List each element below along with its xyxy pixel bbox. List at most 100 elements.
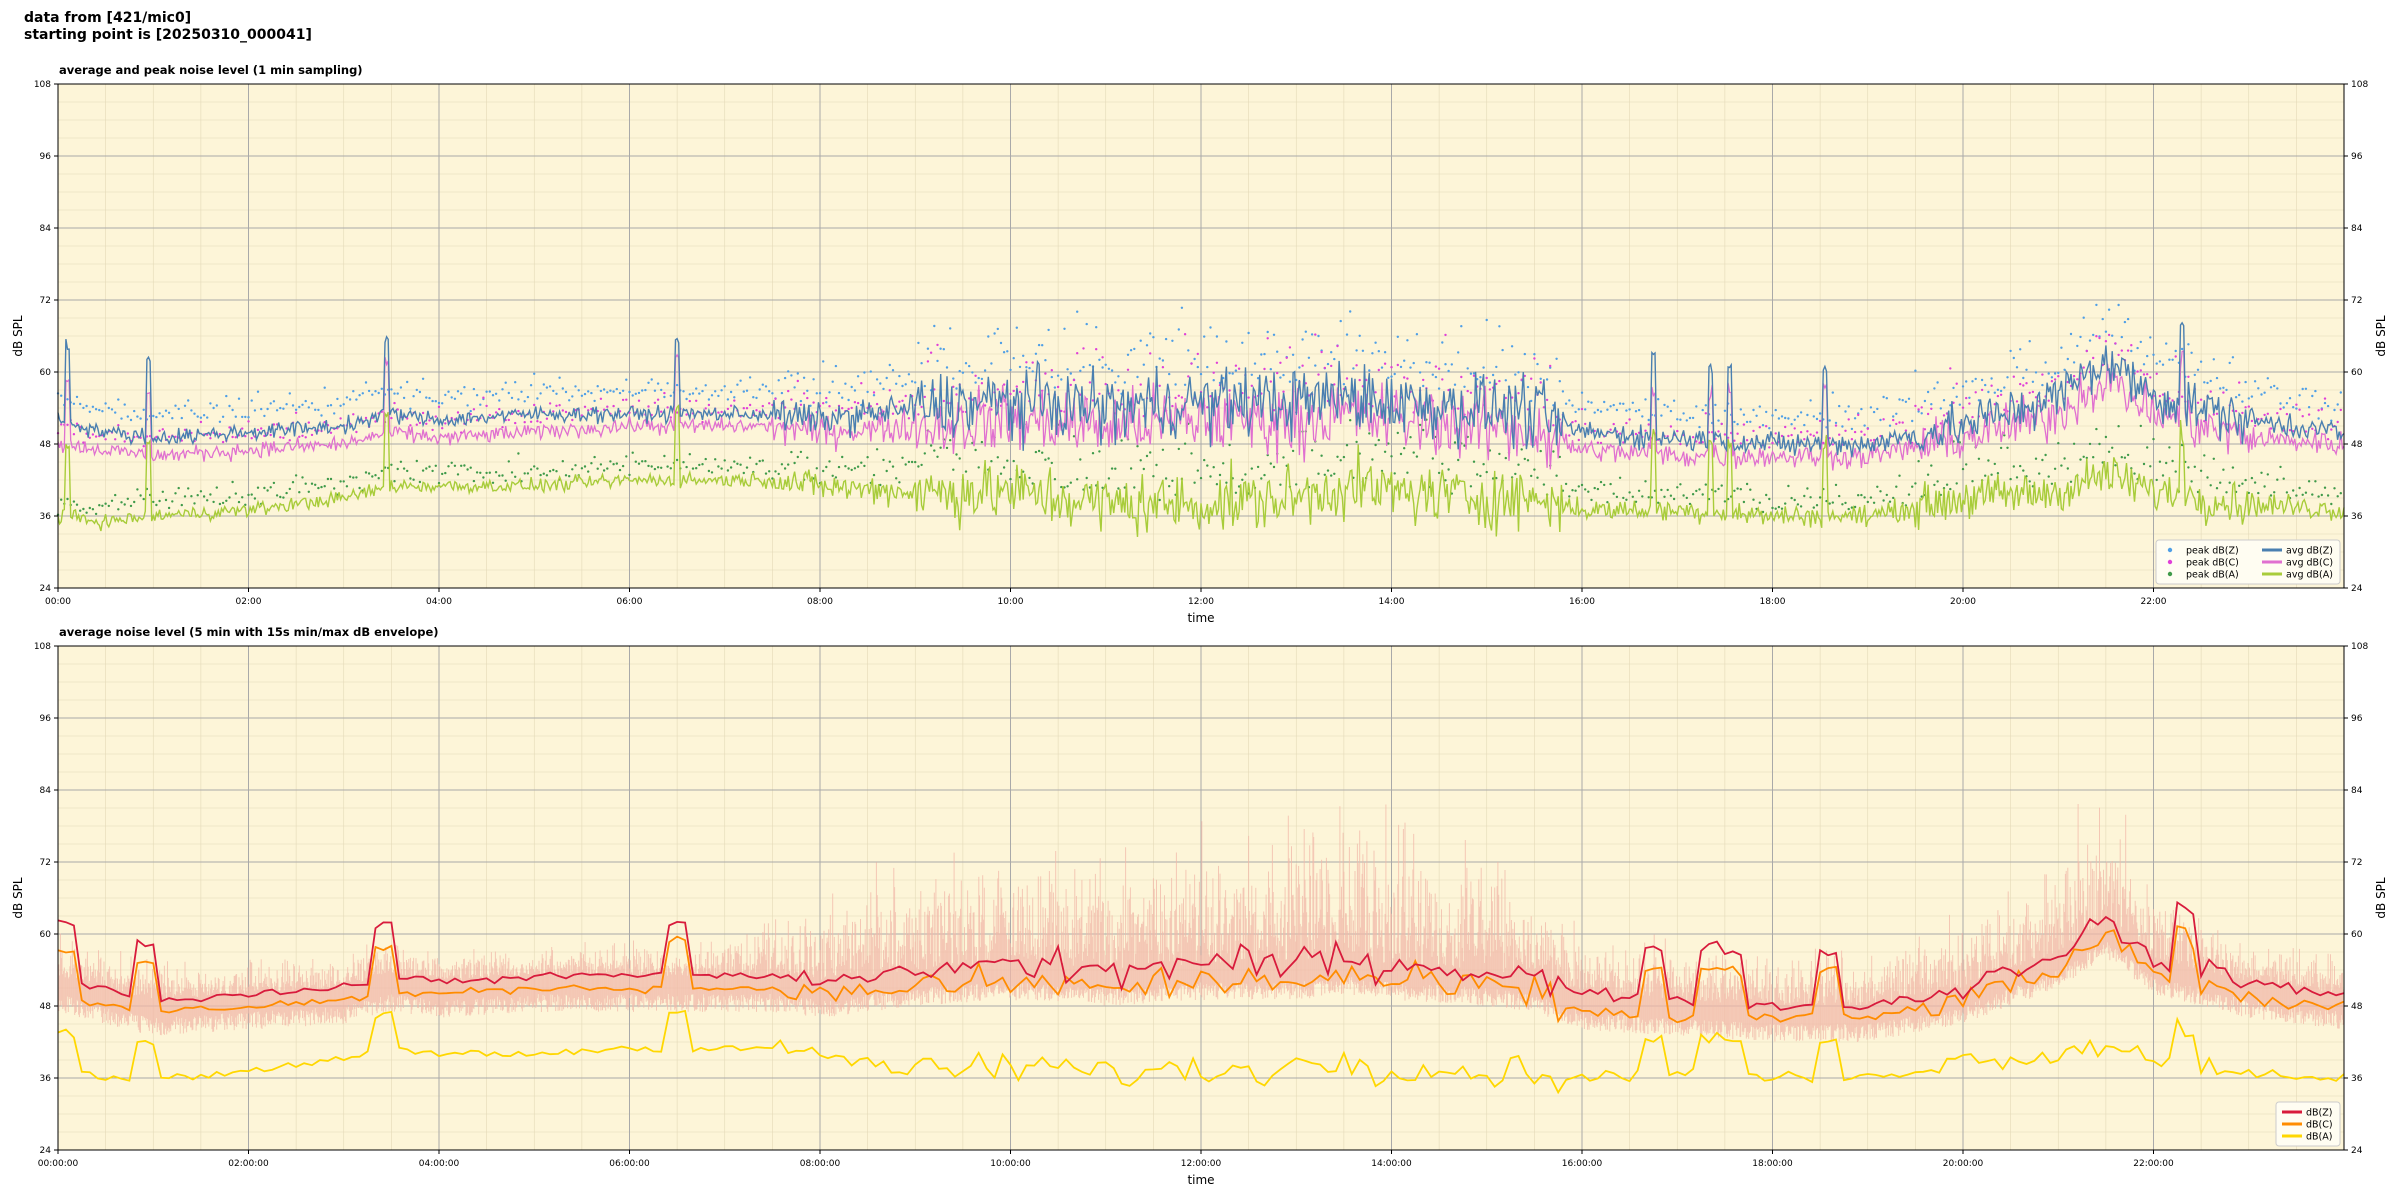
peak-point bbox=[2247, 491, 2250, 495]
peak-point bbox=[161, 490, 164, 493]
peak-point bbox=[202, 495, 206, 498]
y-tick-label-right: 36 bbox=[2351, 512, 2363, 522]
peak-point bbox=[469, 466, 472, 469]
peak-point bbox=[936, 359, 939, 363]
peak-point bbox=[2219, 481, 2222, 484]
peak-point bbox=[1536, 362, 1539, 366]
peak-point bbox=[2295, 494, 2298, 497]
peak-point bbox=[1422, 378, 1425, 382]
peak-point bbox=[301, 476, 304, 479]
peak-point bbox=[1212, 371, 1215, 374]
peak-point bbox=[215, 486, 218, 489]
peak-point bbox=[377, 477, 380, 480]
peak-point bbox=[1072, 378, 1076, 382]
peak-point bbox=[1196, 469, 1200, 472]
peak-point bbox=[2212, 457, 2215, 460]
peak-point bbox=[1234, 369, 1238, 372]
peak-point bbox=[1187, 349, 1190, 352]
peak-point bbox=[1761, 510, 1765, 514]
peak-point bbox=[2171, 459, 2174, 463]
peak-point bbox=[1831, 501, 1835, 504]
peak-point bbox=[1504, 456, 1508, 460]
peak-point bbox=[1050, 375, 1054, 379]
peak-point bbox=[2266, 377, 2269, 380]
peak-point bbox=[1634, 410, 1638, 413]
peak-point bbox=[1784, 425, 1787, 429]
peak-point bbox=[548, 402, 552, 405]
peak-point bbox=[536, 467, 539, 470]
peak-point bbox=[1898, 421, 1901, 424]
peak-point bbox=[2057, 371, 2060, 375]
peak-point bbox=[2120, 349, 2123, 352]
peak-point bbox=[1333, 357, 1336, 361]
peak-point bbox=[596, 385, 599, 388]
peak-point bbox=[1368, 432, 1371, 435]
peak-point bbox=[298, 435, 301, 438]
peak-point bbox=[2031, 380, 2035, 383]
peak-point bbox=[164, 409, 168, 412]
peak-point bbox=[802, 392, 806, 395]
peak-point bbox=[729, 390, 733, 394]
peak-point bbox=[1812, 434, 1816, 437]
peak-point bbox=[2212, 413, 2215, 416]
peak-point bbox=[666, 465, 669, 468]
peak-point bbox=[1460, 375, 1463, 379]
peak-point bbox=[1580, 483, 1584, 487]
peak-point bbox=[1809, 399, 1812, 402]
peak-point bbox=[1028, 366, 1031, 370]
peak-point bbox=[682, 390, 685, 393]
peak-point bbox=[1495, 476, 1498, 480]
peak-point bbox=[272, 400, 276, 403]
peak-point bbox=[742, 407, 745, 410]
peak-point bbox=[1177, 328, 1181, 331]
peak-point bbox=[307, 421, 310, 424]
legend-label: peak dB(A) bbox=[2186, 570, 2239, 581]
peak-point bbox=[1955, 482, 1958, 485]
peak-point bbox=[1691, 493, 1695, 496]
peak-point bbox=[1815, 504, 1819, 507]
peak-point bbox=[723, 459, 726, 462]
peak-point bbox=[1533, 353, 1536, 356]
peak-point bbox=[882, 458, 885, 462]
peak-point bbox=[755, 409, 758, 412]
peak-point bbox=[2247, 405, 2250, 408]
peak-point bbox=[1133, 486, 1136, 489]
peak-point bbox=[599, 389, 603, 393]
peak-point bbox=[2038, 472, 2041, 475]
peak-point bbox=[453, 464, 457, 467]
peak-point bbox=[780, 391, 784, 395]
peak-point bbox=[1193, 357, 1196, 361]
peak-point bbox=[1469, 372, 1473, 375]
peak-point bbox=[485, 471, 488, 475]
peak-point bbox=[660, 388, 663, 392]
peak-point bbox=[1282, 456, 1285, 459]
peak-point bbox=[964, 470, 968, 473]
peak-point bbox=[1149, 352, 1152, 355]
peak-point bbox=[209, 402, 212, 405]
peak-point bbox=[155, 415, 158, 419]
peak-point bbox=[2155, 478, 2158, 482]
peak-point bbox=[1530, 377, 1533, 380]
legend-label: avg dB(A) bbox=[2286, 570, 2333, 581]
peak-point bbox=[1383, 450, 1387, 453]
peak-point bbox=[155, 435, 158, 439]
peak-point bbox=[1444, 479, 1447, 482]
peak-point bbox=[2234, 409, 2238, 413]
peak-point bbox=[1593, 486, 1596, 490]
peak-point bbox=[1485, 470, 1488, 474]
peak-point bbox=[2079, 458, 2082, 461]
peak-point bbox=[1012, 459, 1015, 463]
peak-point bbox=[571, 395, 574, 398]
peak-point bbox=[1714, 403, 1717, 407]
peak-point bbox=[1977, 399, 1981, 402]
peak-point bbox=[1018, 365, 1022, 369]
peak-point bbox=[1269, 368, 1273, 371]
peak-point bbox=[75, 422, 79, 425]
peak-point bbox=[1828, 419, 1831, 422]
peak-point bbox=[1853, 430, 1857, 434]
peak-point bbox=[1002, 351, 1006, 354]
peak-point bbox=[1171, 404, 1174, 408]
peak-point bbox=[212, 406, 215, 410]
peak-point bbox=[1587, 400, 1590, 403]
peak-point bbox=[352, 413, 355, 416]
